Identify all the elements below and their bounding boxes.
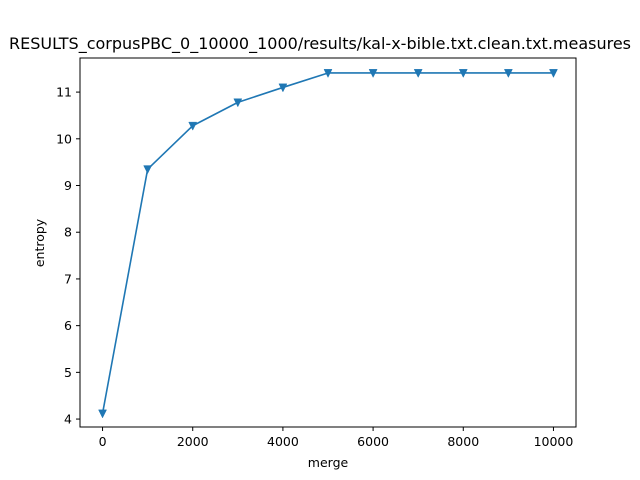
data-point-marker <box>323 69 333 78</box>
data-point-marker <box>413 69 423 78</box>
y-axis-label: entropy <box>32 218 47 267</box>
data-point-marker <box>458 69 468 78</box>
data-point-marker <box>98 409 107 419</box>
x-tick-label: 6000 <box>357 434 389 449</box>
x-tick-label: 8000 <box>447 434 479 449</box>
axes-frame <box>79 57 577 428</box>
data-point-marker <box>233 98 243 108</box>
y-tick-label: 5 <box>64 365 72 380</box>
x-axis-label: merge <box>308 455 349 470</box>
x-tick-label: 0 <box>99 434 107 449</box>
data-point-marker <box>503 69 513 78</box>
x-tick-label: 10000 <box>534 434 574 449</box>
y-tick-label: 4 <box>64 412 72 427</box>
data-point-marker <box>278 83 288 93</box>
x-axis: 0 2000 4000 6000 8000 10000 <box>99 427 574 449</box>
plot-area <box>98 69 558 419</box>
data-point-marker <box>143 165 153 175</box>
y-tick-label: 6 <box>64 318 72 333</box>
data-point-marker <box>549 69 558 78</box>
y-tick-label: 7 <box>64 271 72 286</box>
data-point-marker <box>188 121 198 131</box>
y-axis: 4 5 6 7 8 9 10 11 <box>56 85 80 427</box>
y-tick-label: 11 <box>56 85 72 100</box>
data-point-marker <box>368 69 378 78</box>
y-tick-label: 10 <box>56 131 72 146</box>
x-tick-label: 2000 <box>177 434 209 449</box>
x-tick-label: 4000 <box>267 434 299 449</box>
chart-title: RESULTS_corpusPBC_0_10000_1000/results/k… <box>9 34 631 54</box>
y-tick-label: 8 <box>64 225 72 240</box>
y-tick-label: 9 <box>64 178 72 193</box>
